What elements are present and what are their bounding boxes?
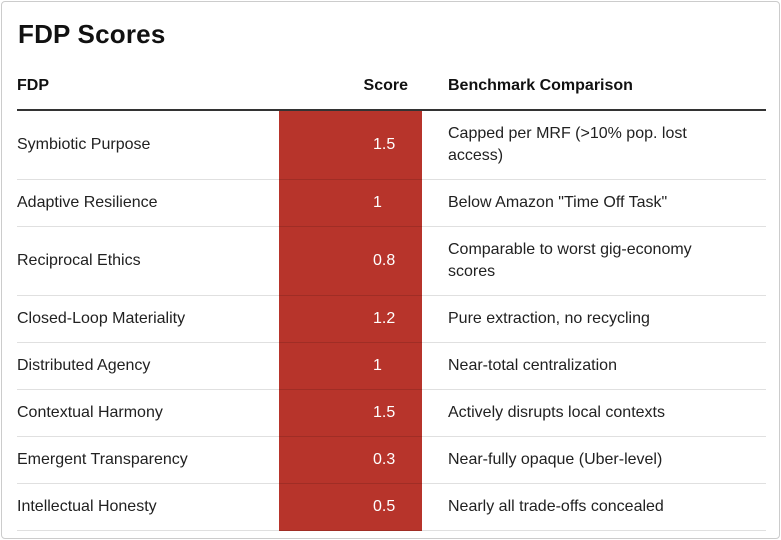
score-cell: 1	[279, 179, 422, 227]
fdp-name-cell: Intellectual Honesty	[17, 483, 279, 531]
table-row: Adaptive Resilience 1 Below Amazon "Time…	[17, 179, 766, 227]
table-row: Emergent Transparency 0.3 Near-fully opa…	[17, 436, 766, 484]
table-row: Contextual Harmony 1.5 Actively disrupts…	[17, 389, 766, 437]
score-cell: 0.5	[279, 483, 422, 531]
fdp-name-cell: Distributed Agency	[17, 342, 279, 390]
table-header: FDP Score Benchmark Comparison	[17, 73, 766, 111]
benchmark-cell: Actively disrupts local contexts	[422, 389, 766, 437]
score-cell: 1.2	[279, 295, 422, 343]
table-body: Symbiotic Purpose 1.5 Capped per MRF (>1…	[17, 110, 766, 531]
score-cell: 1.5	[279, 110, 422, 180]
fdp-name-cell: Symbiotic Purpose	[17, 136, 151, 153]
benchmark-cell: Below Amazon "Time Off Task"	[422, 179, 766, 227]
fdp-name-cell: Reciprocal Ethics	[17, 226, 279, 296]
benchmark-cell: Near-fully opaque (Uber-level)	[422, 436, 766, 484]
fdp-scores-table: FDP Score Benchmark Comparison Symbiotic…	[17, 73, 766, 531]
fdp-name-cell: Adaptive Resilience	[17, 179, 279, 227]
benchmark-cell: Capped per MRF (>10% pop. lost access)	[448, 125, 687, 164]
page-title: FDP Scores	[18, 19, 166, 49]
score-cell: 1	[279, 342, 422, 390]
fdp-name-cell: Contextual Harmony	[17, 389, 279, 437]
table-header-row: FDP Score Benchmark Comparison	[17, 73, 766, 111]
benchmark-cell: Pure extraction, no recycling	[422, 295, 766, 343]
column-header-benchmark: Benchmark Comparison	[422, 73, 766, 111]
table-row: Reciprocal Ethics 0.8 Comparable to wors…	[17, 226, 766, 296]
table-row: Distributed Agency 1 Near-total centrali…	[17, 342, 766, 390]
column-header-fdp: FDP	[17, 73, 279, 111]
fdp-name-cell: Emergent Transparency	[17, 436, 279, 484]
fdp-name-cell: Closed-Loop Materiality	[17, 295, 279, 343]
score-cell: 0.8	[279, 226, 422, 296]
score-cell: 1.5	[279, 389, 422, 437]
table-row: Symbiotic Purpose 1.5 Capped per MRF (>1…	[17, 110, 766, 180]
benchmark-cell: Nearly all trade-offs concealed	[422, 483, 766, 531]
benchmark-cell: Near-total centralization	[422, 342, 766, 390]
table-row: Intellectual Honesty 0.5 Nearly all trad…	[17, 483, 766, 531]
benchmark-cell: Comparable to worst gig-economy scores	[422, 226, 766, 296]
column-header-score: Score	[279, 73, 422, 111]
score-cell: 0.3	[279, 436, 422, 484]
table-row: Closed-Loop Materiality 1.2 Pure extract…	[17, 295, 766, 343]
